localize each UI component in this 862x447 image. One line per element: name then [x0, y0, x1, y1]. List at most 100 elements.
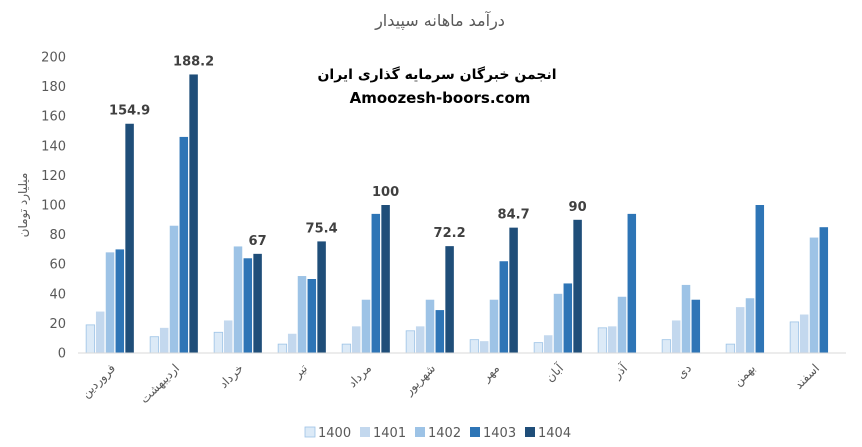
legend-swatch-1400	[304, 426, 316, 438]
y-axis-label: میلیارد تومان	[16, 173, 31, 238]
bar-1401-7	[543, 335, 553, 353]
data-label: 84.7	[498, 208, 530, 223]
bar-1400-4	[341, 343, 352, 354]
bar-1402-11	[809, 237, 819, 353]
legend-swatch-1401	[360, 427, 370, 437]
y-tick-label: 100	[41, 199, 66, 214]
x-tick-label: اسفند	[791, 361, 822, 392]
y-tick-label: 180	[41, 80, 66, 95]
bar-1400-5	[405, 330, 416, 354]
data-label: 188.2	[173, 54, 214, 69]
bar-1400-11	[789, 321, 800, 354]
bar-1401-4	[351, 326, 361, 353]
bar-1401-9	[671, 320, 681, 353]
bar-1401-0	[95, 311, 105, 353]
bar-1402-6	[489, 299, 499, 353]
data-labels: 154.9 188.2 67 75.4 100 72.2 84.7 90	[109, 54, 587, 248]
bar-1402-7	[553, 293, 563, 353]
bar-1401-1	[159, 327, 169, 353]
bars	[85, 74, 829, 354]
bar-1403-3	[307, 279, 317, 353]
bar-1401-10	[735, 307, 745, 353]
y-tick-label: 200	[41, 51, 66, 66]
data-label: 90	[569, 200, 587, 215]
legend-swatch-1403	[470, 427, 480, 437]
legend-label: 1403	[483, 426, 516, 441]
bar-1400-7	[533, 342, 544, 354]
bar-1400-1	[149, 336, 160, 354]
x-tick-label: دی	[674, 361, 694, 381]
watermark-url: Amoozesh-boors.com	[350, 89, 531, 107]
bar-1404-3	[317, 241, 326, 353]
bar-1403-4	[371, 213, 381, 353]
y-tick-label: 140	[41, 139, 66, 154]
bar-1400-3	[277, 343, 288, 354]
bar-1403-6	[499, 261, 509, 353]
y-tick-label: 160	[41, 110, 66, 125]
bar-1403-7	[563, 283, 573, 353]
bar-1402-5	[425, 299, 435, 353]
bar-1403-11	[819, 227, 829, 353]
bar-1401-3	[287, 333, 297, 353]
bar-1402-9	[681, 284, 691, 353]
legend-swatch-1402	[415, 427, 425, 437]
x-tick-label: آبان	[542, 360, 567, 385]
bar-1400-9	[661, 339, 672, 354]
y-tick-label: 60	[49, 258, 66, 273]
bar-1403-8	[627, 213, 637, 353]
bar-1403-2	[243, 258, 253, 353]
bar-1401-11	[799, 314, 809, 353]
bar-1404-4	[381, 205, 390, 353]
x-tick-label: خرداد	[216, 361, 246, 391]
bar-1401-6	[479, 341, 489, 353]
bar-1404-0	[125, 123, 134, 353]
bar-1402-4	[361, 299, 371, 353]
watermark-title: انجمن خبرگان سرمایه گذاری ایران	[317, 66, 556, 83]
bar-1402-8	[617, 296, 627, 353]
bar-1401-5	[415, 326, 425, 353]
y-axis-ticks: 0 20 40 60 80 100 120 140 160 180 200	[41, 51, 66, 362]
legend-label: 1400	[318, 426, 351, 441]
x-tick-label: آذر	[609, 360, 632, 383]
bar-1403-10	[755, 205, 765, 353]
chart-title: درآمد ماهانه سپیدار	[374, 11, 505, 31]
data-label: 75.4	[306, 221, 338, 236]
data-label: 154.9	[109, 104, 150, 119]
bar-1400-10	[725, 343, 736, 354]
bar-1403-1	[179, 136, 189, 353]
y-tick-label: 20	[49, 317, 66, 332]
legend-swatch-1404	[525, 427, 535, 437]
x-tick-label: مرداد	[345, 361, 375, 391]
bar-1402-3	[297, 276, 307, 353]
bar-1400-0	[85, 324, 96, 354]
x-tick-label: اردیبهشت	[137, 361, 183, 407]
y-tick-label: 40	[49, 287, 66, 302]
bar-1401-2	[223, 320, 233, 353]
bar-1400-6	[469, 339, 480, 354]
legend-label: 1402	[428, 426, 461, 441]
data-label: 72.2	[434, 226, 466, 241]
legend: 1400 1401 1402 1403 1404	[304, 426, 571, 441]
bar-1404-5	[445, 246, 454, 353]
data-label: 100	[372, 185, 399, 200]
bar-1404-6	[509, 227, 518, 353]
bar-1404-1	[189, 74, 198, 354]
legend-label: 1404	[538, 426, 571, 441]
bar-1404-7	[573, 219, 582, 353]
y-tick-label: 0	[58, 347, 66, 362]
x-axis-labels: فروردین اردیبهشت خرداد تیر مرداد شهریور مهر آبا…	[79, 360, 822, 407]
bar-1403-9	[691, 299, 701, 353]
x-tick-label: مهر	[478, 361, 502, 385]
x-tick-label: شهریور	[401, 361, 439, 399]
bar-1403-5	[435, 310, 445, 353]
bar-1400-2	[213, 331, 224, 354]
bar-1400-8	[597, 327, 608, 354]
bar-1401-8	[607, 326, 617, 353]
y-tick-label: 120	[41, 169, 66, 184]
x-tick-label: تیر	[290, 361, 311, 382]
legend-label: 1401	[373, 426, 406, 441]
y-tick-label: 80	[49, 228, 66, 243]
bar-1404-2	[253, 253, 262, 353]
x-tick-label: بهمن	[731, 361, 759, 389]
